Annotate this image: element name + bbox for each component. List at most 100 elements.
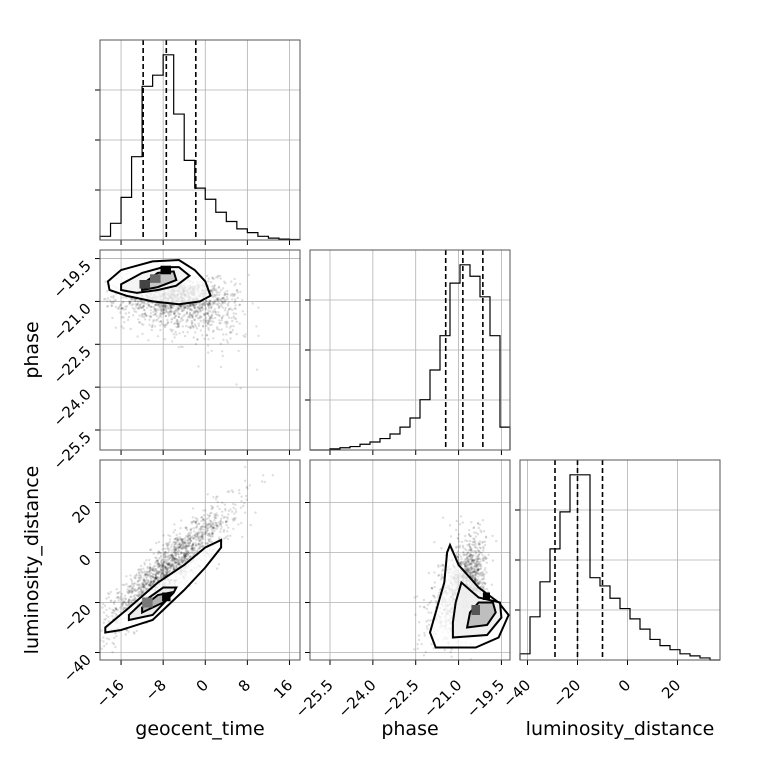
geocent-time-vs-luminosity-distance-point [197, 543, 200, 546]
geocent-time-vs-luminosity-distance-point [175, 541, 178, 544]
geocent-time-vs-luminosity-distance-point [166, 561, 169, 564]
geocent-time-vs-phase-point [193, 310, 196, 313]
geocent-time-vs-luminosity-distance-point [107, 638, 111, 641]
phase-vs-luminosity-distance-point [473, 531, 476, 534]
geocent-time-vs-phase-point [204, 312, 207, 315]
geocent-time-vs-phase-point [114, 326, 118, 329]
phase-vs-luminosity-distance-point [437, 593, 440, 597]
geocent-time-vs-phase-point [226, 341, 230, 344]
geocent-time-vs-luminosity-distance-point [108, 607, 111, 610]
geocent-time-vs-phase-point [179, 305, 183, 308]
geocent-time-vs-phase-point [173, 322, 176, 326]
geocent-time-vs-phase-point [129, 302, 132, 305]
geocent-time-vs-phase-point [208, 310, 212, 313]
phase-vs-luminosity-distance-point [474, 559, 477, 562]
geocent-time-vs-luminosity-distance-point [142, 571, 145, 574]
geocent-time-vs-luminosity-distance-point [164, 555, 167, 559]
geocent-time-vs-phase-point [151, 323, 154, 326]
phase-vs-luminosity-distance-point [477, 553, 481, 556]
geocent-time-vs-luminosity-distance-point [194, 534, 197, 537]
geocent-time-vs-phase-point [126, 318, 130, 322]
phase-vs-luminosity-distance-point [470, 560, 473, 563]
phase-vs-luminosity-distance-point [469, 535, 473, 538]
geocent-time-vs-phase-point [179, 305, 183, 308]
geocent-time-vs-luminosity-distance-point [164, 542, 168, 545]
phase-vs-luminosity-distance-point [470, 521, 473, 524]
phase-vs-luminosity-distance-point [455, 545, 458, 548]
phase-vs-luminosity-distance-point [471, 576, 475, 580]
geocent-time-vs-phase-point [207, 328, 210, 331]
geocent-time-vs-luminosity-distance-point [115, 614, 119, 617]
geocent-time-vs-phase-point [205, 299, 208, 303]
phase-vs-luminosity-distance-point [485, 571, 488, 574]
geocent-time-vs-phase-point [225, 333, 228, 336]
geocent-time-vs-luminosity-distance-point [133, 582, 137, 585]
phase-vs-luminosity-distance-point [471, 556, 474, 559]
geocent-time-vs-phase-point [182, 314, 185, 318]
phase-vs-luminosity-distance-point [439, 588, 442, 591]
geocent-time-vs-luminosity-distance-point [152, 573, 155, 576]
geocent-time-vs-phase-point [231, 319, 234, 323]
phase-vs-luminosity-distance-point [474, 541, 477, 544]
geocent-time-vs-luminosity-distance-point [190, 547, 193, 551]
geocent-time-vs-luminosity-distance-point [168, 570, 171, 573]
geocent-time-vs-phase-point [232, 324, 235, 328]
geocent-time-vs-luminosity-distance-point [198, 545, 201, 548]
phase-vs-luminosity-distance-point [482, 575, 485, 578]
phase-vs-luminosity-distance-point [476, 547, 479, 550]
geocent-time-vs-luminosity-distance-point [137, 586, 140, 589]
geocent-time-vs-phase-point [199, 319, 202, 323]
phase-vs-luminosity-distance-point [417, 634, 421, 637]
geocent-time-vs-luminosity-distance-point [184, 554, 188, 558]
geocent-time-vs-phase-point [229, 337, 232, 340]
geocent-time-vs-phase-point [169, 328, 172, 331]
geocent-time-vs-luminosity-distance-point [191, 543, 195, 546]
phase-vs-luminosity-distance-point [463, 565, 467, 568]
geocent-time-vs-luminosity-distance-point [167, 563, 170, 566]
geocent-time-vs-luminosity-distance-point [115, 608, 118, 611]
geocent-time-vs-phase-point [217, 299, 220, 302]
geocent-time-vs-luminosity-distance-point [145, 573, 149, 576]
geocent-time-vs-luminosity-distance-point [179, 552, 183, 555]
geocent-time-vs-luminosity-distance-point [174, 561, 178, 564]
geocent-time-vs-phase-point [137, 307, 140, 310]
geocent-time-vs-phase-point [206, 302, 209, 305]
geocent-time-vs-luminosity-distance-point [182, 559, 185, 562]
geocent-time-vs-luminosity-distance-point [139, 587, 143, 591]
geocent-time-vs-luminosity-distance-point [213, 518, 216, 522]
geocent-time-vs-luminosity-distance-point [111, 608, 114, 611]
geocent-time-vs-luminosity-distance-point [213, 516, 216, 519]
geocent-time-vs-phase-point [186, 331, 189, 334]
phase-vs-luminosity-distance-point [477, 582, 480, 586]
geocent-time-vs-luminosity-distance-point [177, 543, 180, 546]
geocent-time-vs-luminosity-distance-point [164, 565, 167, 569]
geocent-time-vs-luminosity-distance-point [167, 558, 170, 561]
geocent-time-vs-luminosity-distance-point [119, 611, 122, 614]
phase-vs-luminosity-distance-point [475, 579, 478, 582]
geocent-time-vs-luminosity-distance-point [129, 578, 133, 581]
geocent-time-vs-phase-point [194, 315, 198, 318]
geocent-time-vs-phase-point [235, 289, 238, 292]
geocent-time-vs-luminosity-distance-point [170, 559, 173, 562]
geocent-time-vs-luminosity-distance-point [171, 556, 175, 559]
phase-vs-luminosity-distance-point [461, 521, 464, 524]
geocent-time-vs-luminosity-distance-point [94, 640, 96, 642]
geocent-time-vs-phase-point [200, 315, 203, 319]
geocent-time-vs-phase-point [214, 299, 217, 303]
geocent-time-vs-phase-point [156, 335, 160, 338]
geocent-time-vs-phase-point [159, 311, 163, 315]
geocent-time-vs-luminosity-distance-point [162, 560, 166, 563]
phase-vs-luminosity-distance-point [468, 552, 472, 556]
geocent-time-vs-phase-point [203, 318, 206, 321]
phase-vs-luminosity-distance-point [418, 605, 422, 608]
geocent-time-vs-phase-point [142, 304, 146, 307]
phase-vs-luminosity-distance-point [479, 562, 482, 566]
geocent-time-vs-phase-point [230, 280, 233, 283]
geocent-time-vs-phase-point [152, 310, 155, 314]
phase-vs-luminosity-distance-point [468, 563, 471, 566]
geocent-time-vs-phase-point [169, 313, 172, 316]
geocent-time-vs-luminosity-distance-point [180, 561, 184, 564]
geocent-time-vs-phase-point [142, 304, 145, 308]
phase-vs-luminosity-distance-point [470, 554, 474, 557]
geocent-time-vs-luminosity-distance-point [137, 574, 141, 577]
